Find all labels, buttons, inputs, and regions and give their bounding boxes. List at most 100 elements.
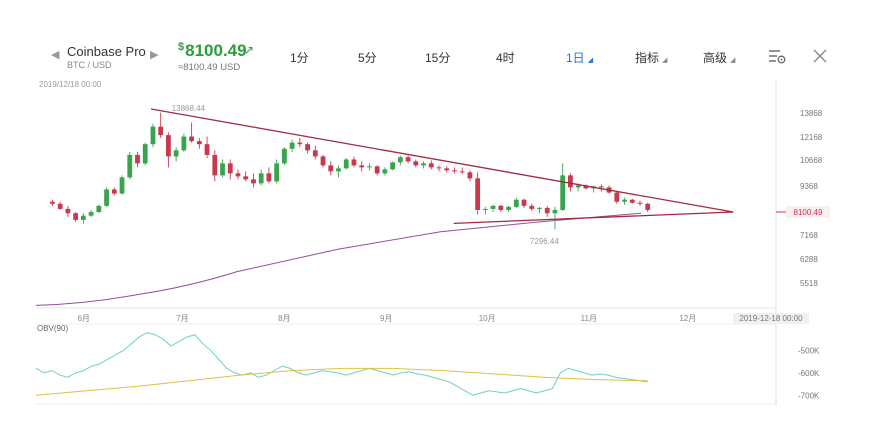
tab-1min[interactable]: 1分 [290, 51, 309, 65]
candle-body [544, 207, 550, 214]
candle [258, 169, 264, 186]
moving-average-line [35, 212, 642, 306]
x-tick-label: 12月 [679, 314, 696, 323]
candle-body [173, 150, 179, 157]
candle [320, 154, 326, 168]
candle-body [189, 136, 194, 142]
candle [529, 203, 535, 211]
candle [374, 165, 380, 176]
tab-1d[interactable]: 1日 ◢ [566, 51, 594, 65]
candle-body [475, 178, 481, 210]
candle-body [158, 126, 164, 136]
candle-body [150, 126, 156, 145]
candle [266, 167, 272, 184]
x-tick-label: 8月 [278, 314, 290, 323]
candle-body [421, 163, 426, 166]
tab-5min[interactable]: 5分 [358, 51, 377, 65]
obv-y-tick-label: -700K [798, 391, 820, 400]
candle [645, 202, 651, 212]
dropdown-corner-icon: ◢ [662, 57, 668, 64]
current-price-box [786, 205, 830, 218]
candle-body [305, 144, 310, 151]
close-icon[interactable] [810, 46, 830, 66]
chart-date: 2019/12/18 00:00 [39, 80, 102, 89]
candle-body [251, 179, 256, 184]
candle [351, 156, 357, 168]
candle [428, 160, 434, 170]
chart-axes: 6月 7月 8月 9月 10月 11月 12月 2019-12-18 00:00 13868 12… [77, 109, 830, 324]
candle-body [50, 201, 55, 204]
candle [181, 133, 187, 152]
candle [614, 191, 620, 204]
candle [382, 167, 388, 176]
y-tick-label: 9368 [800, 182, 818, 191]
candle-body [258, 173, 264, 184]
tab-indicators[interactable]: 指标 ◢ [635, 51, 668, 65]
tab-4h[interactable]: 4时 [496, 51, 515, 65]
candle-body [65, 208, 71, 214]
candle-body [104, 189, 109, 206]
candle-body [498, 205, 504, 210]
candle [88, 209, 94, 217]
candle-body [281, 148, 287, 164]
candle-body [88, 212, 94, 216]
candle-body [397, 157, 403, 163]
candle [305, 142, 310, 154]
candle-body [336, 168, 341, 172]
candle [583, 184, 589, 190]
support-trendline [453, 211, 734, 225]
candle [637, 200, 643, 206]
candle [127, 151, 133, 180]
candle [235, 169, 241, 180]
candle-body [111, 189, 117, 194]
candle-body [57, 203, 63, 209]
x-tick-label: 7月 [176, 314, 188, 323]
candle [421, 161, 426, 169]
chevron-left-icon[interactable]: ◀ [51, 49, 60, 61]
y-tick-label: 7168 [800, 231, 818, 240]
candle-body [382, 169, 388, 174]
candle-body [490, 205, 496, 209]
candle-body [235, 173, 241, 177]
candle [560, 163, 566, 211]
candle-body [135, 154, 140, 164]
candle [251, 173, 256, 188]
candle [544, 205, 550, 217]
candle [312, 145, 318, 160]
ma-line [35, 212, 642, 306]
tab-advanced[interactable]: 高级 ◢ [703, 51, 736, 65]
candle-body [521, 199, 527, 206]
usd-price: ≈8100.49 USD [178, 62, 241, 73]
candle [274, 159, 280, 184]
candle [196, 138, 202, 149]
candle-body [637, 202, 643, 204]
candle [521, 198, 527, 208]
y-tick-label: 5518 [800, 279, 818, 288]
candle [506, 205, 511, 212]
extreme-price-label: 13868.44 [172, 104, 206, 113]
chart-grid [36, 80, 777, 406]
candle [142, 142, 148, 166]
candle-body [328, 165, 334, 172]
candle [359, 161, 365, 172]
candle [459, 167, 465, 175]
candle [212, 150, 218, 182]
candle-body [436, 167, 442, 169]
candle-body [645, 203, 651, 210]
candle-body [405, 157, 411, 162]
dropdown-corner-icon: ◢ [730, 57, 736, 64]
chevron-right-icon[interactable]: ▶ [150, 49, 159, 61]
candle [243, 171, 249, 182]
candle-body [459, 171, 465, 173]
candle-body [196, 141, 202, 145]
candle [444, 166, 450, 173]
ticker-header: ◀ Coinbase Pro BTC / USD ▶ $8100.49 ↗ ≈8… [0, 38, 871, 80]
obv-y-tick-label: -500K [798, 346, 820, 355]
candle [629, 198, 635, 204]
tab-15min[interactable]: 15分 [425, 51, 451, 65]
candle [622, 197, 627, 205]
candle-body [80, 215, 86, 220]
settings-list-icon[interactable] [767, 46, 787, 66]
candle [328, 161, 334, 176]
